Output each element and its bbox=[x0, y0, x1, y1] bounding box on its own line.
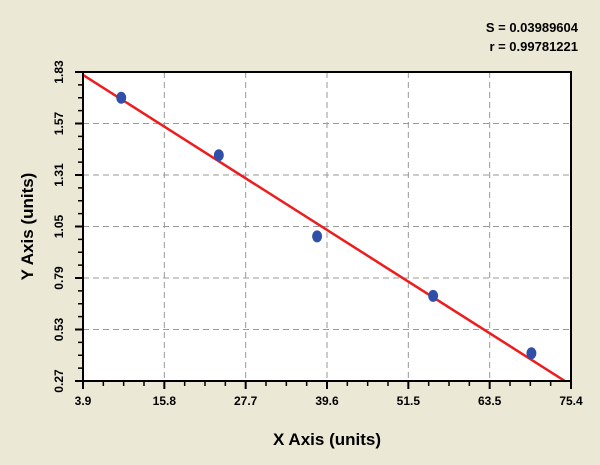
x-tick-label: 3.9 bbox=[75, 394, 92, 408]
x-tick-label: 39.6 bbox=[315, 394, 339, 408]
y-tick-label: 1.31 bbox=[52, 163, 66, 187]
data-point bbox=[312, 230, 323, 243]
data-point bbox=[213, 149, 224, 162]
x-tick-label: 75.4 bbox=[559, 394, 583, 408]
fit-line bbox=[82, 73, 566, 383]
data-point bbox=[116, 91, 127, 104]
y-tick-label: 0.79 bbox=[52, 266, 66, 290]
x-tick-label: 63.5 bbox=[478, 394, 502, 408]
x-axis-label: X Axis (units) bbox=[273, 430, 381, 449]
x-tick-label: 15.8 bbox=[153, 394, 177, 408]
s-statistic: S = 0.03989604 bbox=[485, 20, 578, 35]
data-point bbox=[428, 289, 439, 302]
y-tick-label: 1.57 bbox=[52, 111, 66, 135]
y-tick-label: 1.83 bbox=[52, 60, 66, 84]
y-tick-label: 0.53 bbox=[52, 317, 66, 341]
y-tick-label: 1.05 bbox=[52, 214, 66, 238]
plot-frame bbox=[82, 71, 572, 382]
y-tick-label: 0.27 bbox=[52, 369, 66, 393]
x-tick-label: 27.7 bbox=[234, 394, 258, 408]
y-axis-label: Y Axis (units) bbox=[18, 173, 37, 281]
x-tick-label: 51.5 bbox=[397, 394, 421, 408]
r-statistic: r = 0.99781221 bbox=[489, 39, 578, 54]
data-point bbox=[526, 347, 537, 360]
